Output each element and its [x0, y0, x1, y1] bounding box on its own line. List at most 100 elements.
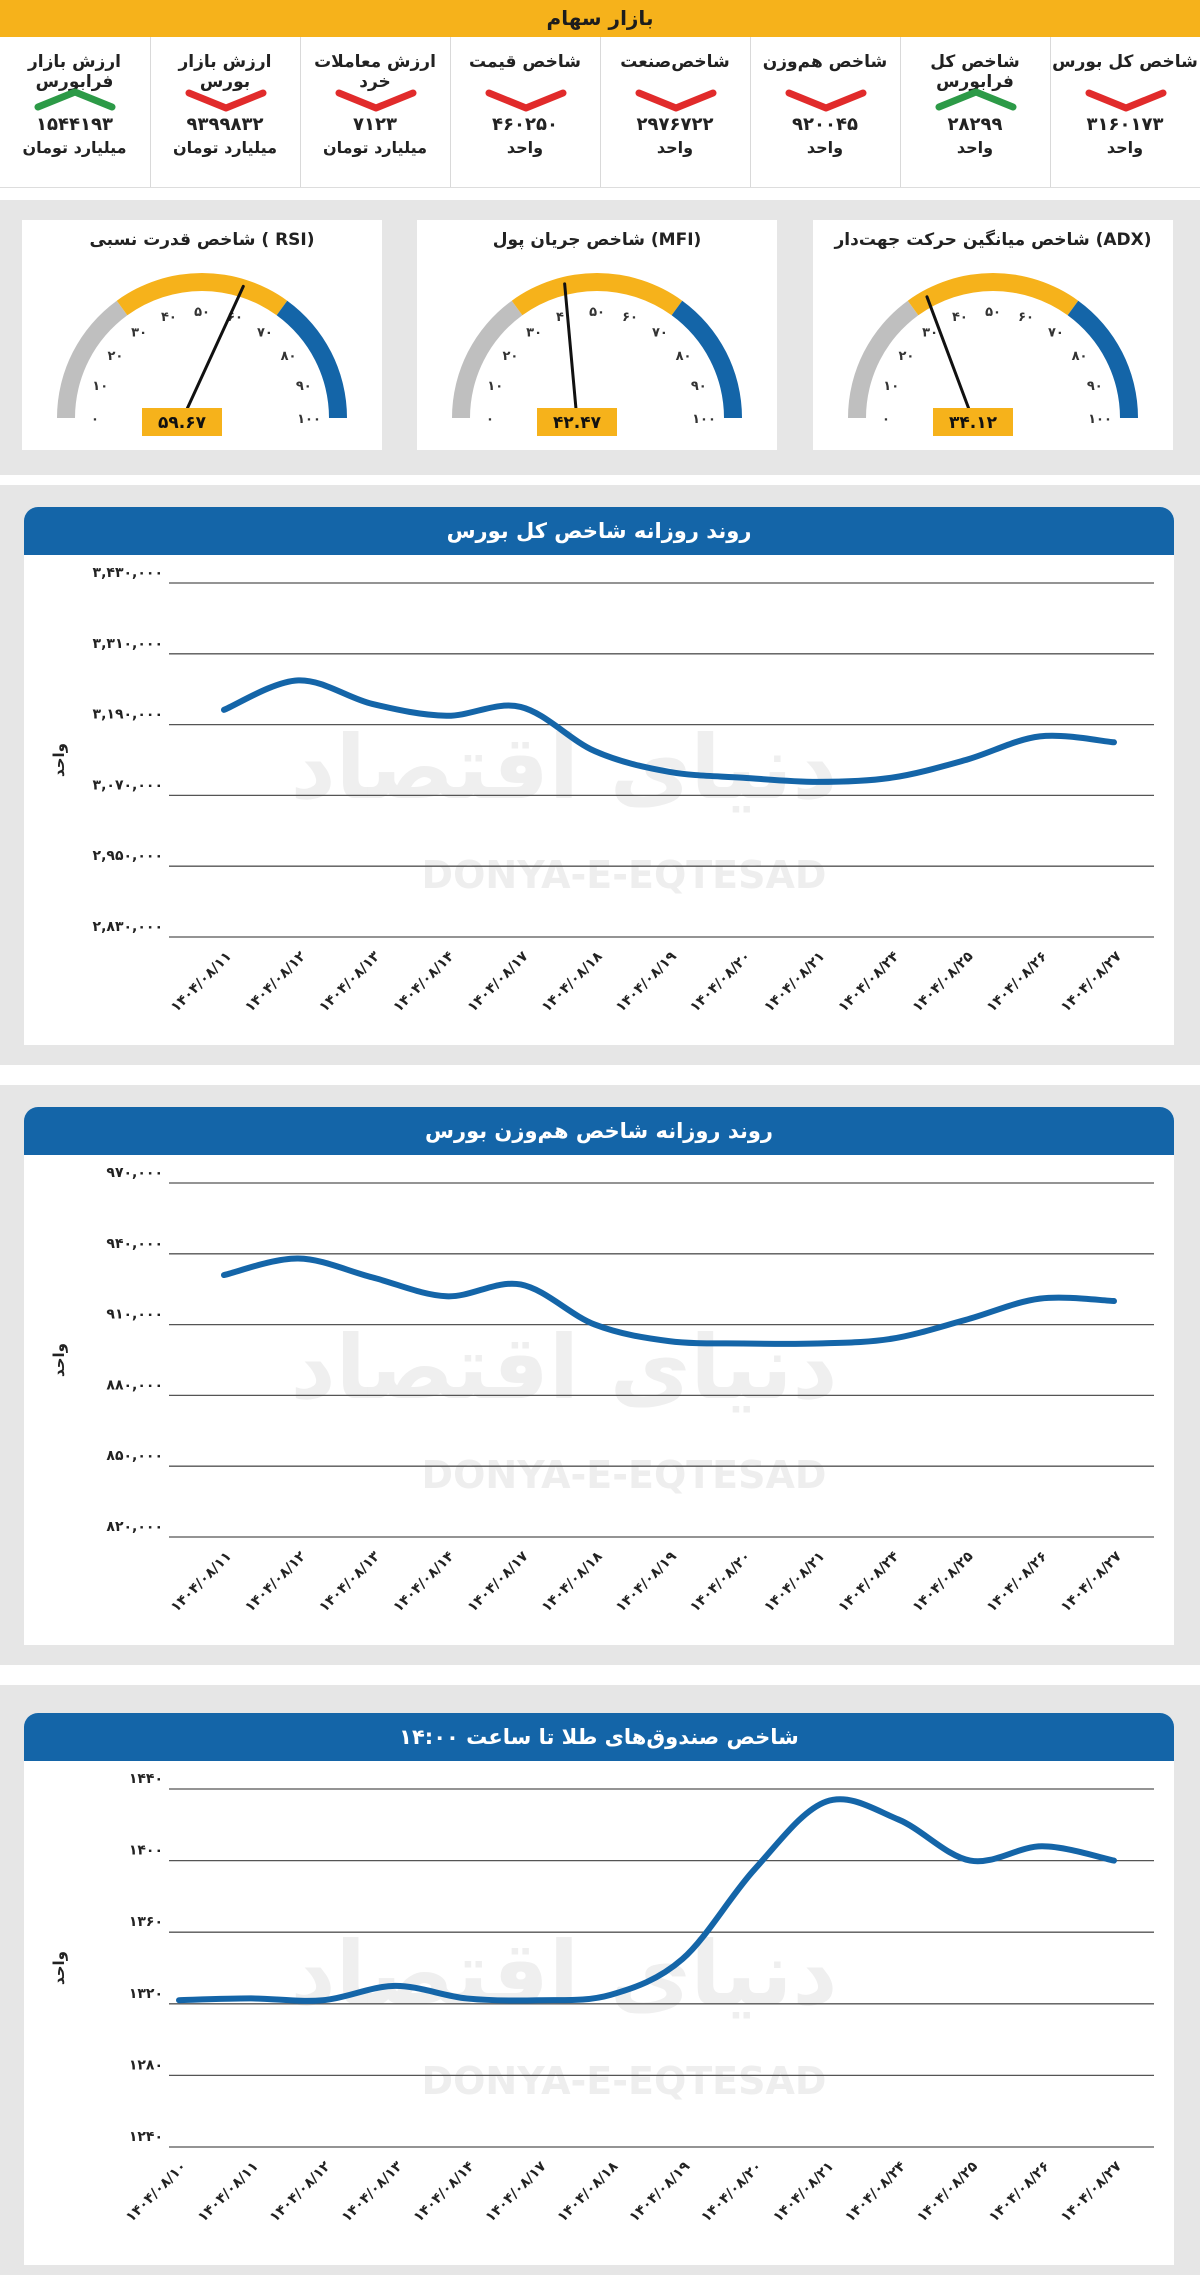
data-point: [249, 1996, 253, 2000]
x-tick-label: ۱۴۰۴/۰۸/۱۷: [483, 2158, 550, 2225]
data-point: [609, 1993, 613, 1997]
series-line: [176, 1796, 1117, 2004]
gauge-tick-label: ۸۰: [1072, 349, 1088, 364]
gauge-tick-label: ۱۰: [487, 379, 503, 394]
data-point: [741, 776, 745, 780]
gauge-needle: [180, 284, 245, 422]
gauge-band-low: [848, 300, 919, 418]
tile-label: شاخص کل بورس: [1052, 52, 1198, 72]
gauge-tick-label: ۶۰: [622, 310, 638, 325]
trend-down-icon: [1085, 89, 1167, 112]
watermark-en: DONYA-E-EQTESAD: [422, 2059, 827, 2103]
gauge-title: شاخص میانگین حرکت جهت‌دار (ADX): [834, 230, 1152, 250]
chart-card: شاخص صندوق‌های طلا تا ساعت ۱۴:۰۰ دنیای ا…: [24, 1713, 1174, 2265]
watermark-fa: دنیای اقتصاد: [290, 1316, 837, 1419]
x-tick-label: ۱۴۰۴/۰۸/۱۱: [195, 2159, 262, 2226]
tile-label: شاخص کل فرابورس: [930, 52, 1020, 92]
index-tile: ارزش معاملات خرد ۷۱۲۳ میلیارد تومان: [300, 37, 449, 187]
gauge-band-mid: [511, 273, 683, 316]
chart-header: شاخص صندوق‌های طلا تا ساعت ۱۴:۰۰: [24, 1713, 1174, 1761]
index-tile: شاخص کل بورس ۳۱۶۰۱۷۳ واحد: [1050, 37, 1199, 187]
data-point: [752, 1868, 756, 1872]
data-point: [964, 1318, 968, 1322]
x-tick-label: ۱۴۰۴/۰۸/۱۷: [465, 948, 532, 1015]
tile-unit: میلیارد تومان: [172, 138, 278, 157]
gauge-band-high: [1067, 300, 1138, 418]
tile-unit: واحد: [1106, 138, 1144, 157]
x-tick-label: ۱۴۰۴/۰۸/۱۰: [123, 2159, 190, 2226]
gauge-band-mid: [907, 273, 1079, 316]
gauge-tick-label: ۳۰: [922, 325, 938, 340]
chart-panel-equal-weight: روند روزانه شاخص هم‌وزن بورس دنیای اقتصا…: [0, 1085, 1200, 1665]
tile-value: ۲۸۲۹۹: [947, 114, 1003, 135]
watermark-en: DONYA-E-EQTESAD: [422, 853, 827, 897]
gauge-tick-label: ۵۰: [194, 305, 210, 320]
index-tile: شاخص قیمت ۴۶۰۲۵۰ واحد: [450, 37, 599, 187]
chart-card: روند روزانه شاخص کل بورس دنیای اقتصاد DON…: [24, 507, 1174, 1045]
data-point: [519, 1282, 523, 1286]
tile-unit: میلیارد تومان: [322, 138, 428, 157]
gauge-tick-label: ۵۰: [985, 305, 1001, 320]
index-tile: شاخص هم‌وزن ۹۲۰۰۴۵ واحد: [750, 37, 899, 187]
data-point: [593, 749, 597, 753]
chart-header: روند روزانه شاخص هم‌وزن بورس: [24, 1107, 1174, 1155]
gauge-value-box: [537, 408, 617, 436]
chart-card: روند روزانه شاخص هم‌وزن بورس دنیای اقتصا…: [24, 1107, 1174, 1645]
x-tick-label: ۱۴۰۴/۰۸/۱۲: [242, 948, 309, 1015]
x-tick-label: ۱۴۰۴/۰۸/۲۰: [687, 949, 754, 1016]
gauge-band-mid: [116, 273, 288, 316]
tile-label: ارزش بازار فرابورس: [28, 52, 121, 92]
tile-value: ۱۵۴۴۱۹۳: [36, 114, 113, 135]
tile-value: ۴۶۰۲۵۰: [492, 114, 558, 135]
gauge-tick-label: ۰: [882, 412, 890, 427]
y-tick-label: ۱۴۴۰: [129, 1771, 163, 1787]
tile-value: ۷۱۲۳: [353, 114, 397, 135]
data-point: [815, 1341, 819, 1345]
index-tile: ارزش بازار بورس ۹۳۹۹۸۳۲ میلیارد تومان: [150, 37, 299, 187]
gauge-value-box: [142, 408, 222, 436]
trend-down-icon: [335, 89, 417, 112]
x-tick-label: ۱۴۰۴/۰۸/۱۱: [168, 1549, 235, 1616]
data-point: [537, 1998, 541, 2002]
x-tick-label: ۱۴۰۴/۰۸/۲۵: [910, 948, 977, 1015]
x-tick-label: ۱۴۰۴/۰۸/۲۷: [1058, 1548, 1125, 1615]
x-tick-label: ۱۴۰۴/۰۸/۲۷: [1058, 948, 1125, 1015]
y-axis-label: واحد: [50, 1951, 68, 1985]
gauge-value-box: [933, 408, 1013, 436]
gauge-adx: شاخص میانگین حرکت جهت‌دار (ADX) ۰ ۱۰ ۲۰ ۳۰ ۴…: [813, 220, 1173, 450]
data-point: [296, 1257, 300, 1261]
tile-value: ۳۱۶۰۱۷۳: [1086, 114, 1164, 135]
trend-down-icon: [785, 89, 867, 112]
y-axis-label: واحد: [50, 1343, 68, 1377]
trend-down-icon: [635, 89, 717, 112]
data-point: [177, 1998, 181, 2002]
gauge-tick-label: ۷۰: [1048, 325, 1064, 340]
data-point: [1040, 1844, 1044, 1848]
y-tick-label: ۳,۳۱۰,۰۰۰: [93, 636, 163, 652]
chart-title: شاخص صندوق‌های طلا تا ساعت ۱۴:۰۰: [399, 1725, 799, 1749]
x-tick-label: ۱۴۰۴/۰۸/۱۹: [613, 1548, 680, 1615]
tile-value: ۹۲۰۰۴۵: [792, 114, 858, 135]
gauge-mfi: شاخص جریان پول (MFI) ۰ ۱۰ ۲۰ ۳۰ ۴۰ ۵۰ ۶۰ ۷۰ ۸۰ ۹۰…: [417, 220, 777, 450]
data-point: [890, 776, 893, 780]
index-tiles: شاخص کل بورس ۳۱۶۰۱۷۳ واحد شاخص کل فرابورس ۲۸…: [0, 37, 1200, 188]
gauge-title: شاخص قدرت نسبی ( RSI): [89, 230, 315, 250]
x-tick-label: ۱۴۰۴/۰۸/۱۳: [339, 2158, 406, 2225]
x-tick-label: ۱۴۰۴/۰۸/۲۱: [770, 2159, 837, 2226]
data-point: [321, 1998, 325, 2002]
x-tick-label: ۱۴۰۴/۰۸/۱۸: [554, 2158, 621, 2225]
tile-unit: واحد: [806, 138, 844, 157]
gauge-dial: ۰ ۱۰ ۲۰ ۳۰ ۴۰ ۵۰ ۶۰ ۷۰ ۸۰ ۹۰ ۱۰۰ ۳۴.۱۲: [848, 273, 1138, 436]
chart-header: روند روزانه شاخص کل بورس: [24, 507, 1174, 555]
tile-unit: واحد: [656, 138, 694, 157]
gauge-tick-label: ۷۰: [257, 325, 273, 340]
data-point: [393, 1984, 397, 1988]
chart-title: روند روزانه شاخص کل بورس: [446, 519, 752, 543]
gauge-tick-label: ۴۰: [161, 310, 177, 325]
x-tick-label: ۱۴۰۴/۰۸/۲۶: [984, 949, 1051, 1016]
x-tick-label: ۱۴۰۴/۰۸/۱۴: [390, 1548, 457, 1615]
x-tick-label: ۱۴۰۴/۰۸/۱۳: [316, 948, 383, 1015]
gauge-value: ۴۲.۴۷: [553, 413, 602, 433]
gauge-tick-label: ۱۰: [883, 379, 899, 394]
